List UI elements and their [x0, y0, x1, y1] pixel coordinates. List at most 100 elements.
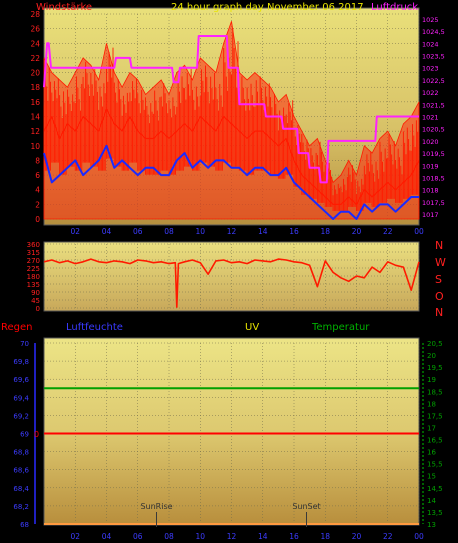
wind-y-tick: 2	[35, 200, 40, 209]
temperature-label: Temperatur	[311, 322, 370, 333]
pressure-y-tick: 1019	[422, 162, 439, 170]
axis-labels: 0202040406060808101012121414161618182020…	[13, 10, 444, 541]
pressure-y-tick: 1018,5	[422, 175, 445, 183]
humidity-y-tick: 68,2	[13, 503, 29, 511]
bottom-x-tick: 06	[133, 532, 143, 541]
temperature-y-tick: 18	[427, 400, 436, 408]
sunrise-label: SunRise	[140, 502, 172, 511]
temperature-y-tick: 20	[427, 352, 436, 360]
top-x-tick: 18	[320, 227, 330, 236]
direction-y-tick: 270	[27, 257, 40, 265]
direction-letter-n-bottom: N	[435, 306, 443, 319]
climate-series: SunRise SunSet	[44, 387, 419, 527]
wind-y-tick: 12	[30, 127, 40, 136]
bottom-x-tick: 16	[289, 532, 299, 541]
direction-y-tick: 0	[36, 305, 40, 313]
bottom-x-tick: 18	[320, 532, 330, 541]
temperature-y-tick: 19	[427, 376, 436, 384]
humidity-y-tick: 70	[20, 340, 29, 348]
direction-letter-w: W	[435, 256, 446, 269]
wind-y-tick: 8	[35, 156, 40, 165]
temperature-y-tick: 17	[427, 424, 436, 432]
temperature-y-tick: 16,5	[427, 437, 443, 445]
temperature-y-tick: 15	[427, 473, 436, 481]
humidity-y-tick: 69	[20, 431, 29, 439]
pressure-y-tick: 1024	[422, 40, 439, 48]
direction-series	[43, 258, 420, 308]
top-x-tick: 16	[289, 227, 299, 236]
top-x-tick: 02	[70, 227, 80, 236]
direction-y-tick: 225	[27, 265, 40, 273]
wind-speed-line	[43, 108, 420, 205]
top-x-tick: 08	[164, 227, 174, 236]
top-x-tick: 12	[227, 227, 237, 236]
sunset-label: SunSet	[292, 502, 320, 511]
top-x-tick: 22	[383, 227, 393, 236]
direction-letter-s: S	[435, 273, 442, 286]
pressure-y-tick: 1020,5	[422, 126, 445, 134]
temperature-y-tick: 14,5	[427, 485, 443, 493]
pressure-y-tick: 1021	[422, 114, 439, 122]
temperature-y-tick: 15,5	[427, 461, 443, 469]
humidity-y-tick: 69,8	[13, 358, 29, 366]
wind-y-tick: 10	[30, 142, 40, 151]
wind-y-tick: 28	[30, 10, 40, 19]
wind-direction-line	[43, 258, 420, 308]
temperature-y-tick: 13,5	[427, 509, 443, 517]
chart-title: 24 hour graph day November 06 2017	[171, 2, 364, 13]
temperature-y-tick: 19,5	[427, 364, 443, 372]
pressure-y-tick: 1022,5	[422, 77, 445, 85]
direction-y-tick: 315	[27, 249, 40, 257]
wind-y-tick: 16	[30, 98, 40, 107]
humidity-y-tick: 69,2	[13, 412, 29, 420]
wind-y-tick: 18	[30, 83, 40, 92]
direction-y-tick: 90	[31, 289, 40, 297]
temperature-y-tick: 14	[427, 497, 436, 505]
direction-y-tick: 360	[27, 241, 40, 249]
wind-series	[43, 21, 420, 220]
pressure-y-tick: 1017,5	[422, 199, 445, 207]
wind-y-tick: 6	[35, 171, 40, 180]
pressure-line	[43, 35, 419, 184]
pressure-y-tick: 1018	[422, 187, 439, 195]
top-x-tick: 00	[414, 227, 424, 236]
wind-axis-title: Windstärke	[36, 2, 92, 13]
bottom-x-tick: 10	[195, 532, 205, 541]
bottom-x-tick: 00	[414, 532, 424, 541]
rain-zero-mark: 0	[34, 430, 39, 439]
top-x-tick: 10	[195, 227, 205, 236]
temperature-y-tick: 17,5	[427, 412, 443, 420]
humidity-y-tick: 68,6	[13, 467, 29, 475]
rain-label: Regen	[1, 322, 33, 333]
bottom-x-tick: 14	[258, 532, 268, 541]
pressure-y-tick: 1017	[422, 211, 439, 219]
temperature-y-tick: 13	[427, 521, 436, 529]
top-x-tick: 04	[102, 227, 112, 236]
pressure-y-tick: 1025	[422, 16, 439, 24]
humidity-y-tick: 69,4	[13, 394, 29, 402]
humidity-y-tick: 69,6	[13, 376, 29, 384]
direction-y-tick: 180	[27, 273, 40, 281]
bottom-x-tick: 22	[383, 532, 393, 541]
direction-y-tick: 45	[31, 297, 40, 305]
direction-y-tick: 135	[27, 281, 40, 289]
wind-y-tick: 0	[35, 215, 40, 224]
pressure-y-tick: 1020	[422, 138, 439, 146]
temperature-y-tick: 20,5	[427, 340, 443, 348]
humidity-label: Luftfeuchte	[66, 322, 123, 333]
temperature-y-tick: 18,5	[427, 388, 443, 396]
bottom-x-tick: 08	[164, 532, 174, 541]
pressure-y-tick: 1022	[422, 89, 439, 97]
pressure-y-tick: 1023	[422, 65, 439, 73]
top-x-tick: 06	[133, 227, 143, 236]
pressure-y-tick: 1024,5	[422, 28, 445, 36]
top-x-tick: 14	[258, 227, 268, 236]
humidity-y-tick: 68,8	[13, 449, 29, 457]
wind-y-tick: 20	[30, 69, 40, 78]
wind-average-line	[43, 144, 419, 220]
wind-y-tick: 26	[30, 25, 40, 34]
wind-y-tick: 24	[30, 39, 40, 48]
wind-y-tick: 22	[30, 54, 40, 63]
humidity-y-tick: 68,4	[13, 485, 29, 493]
